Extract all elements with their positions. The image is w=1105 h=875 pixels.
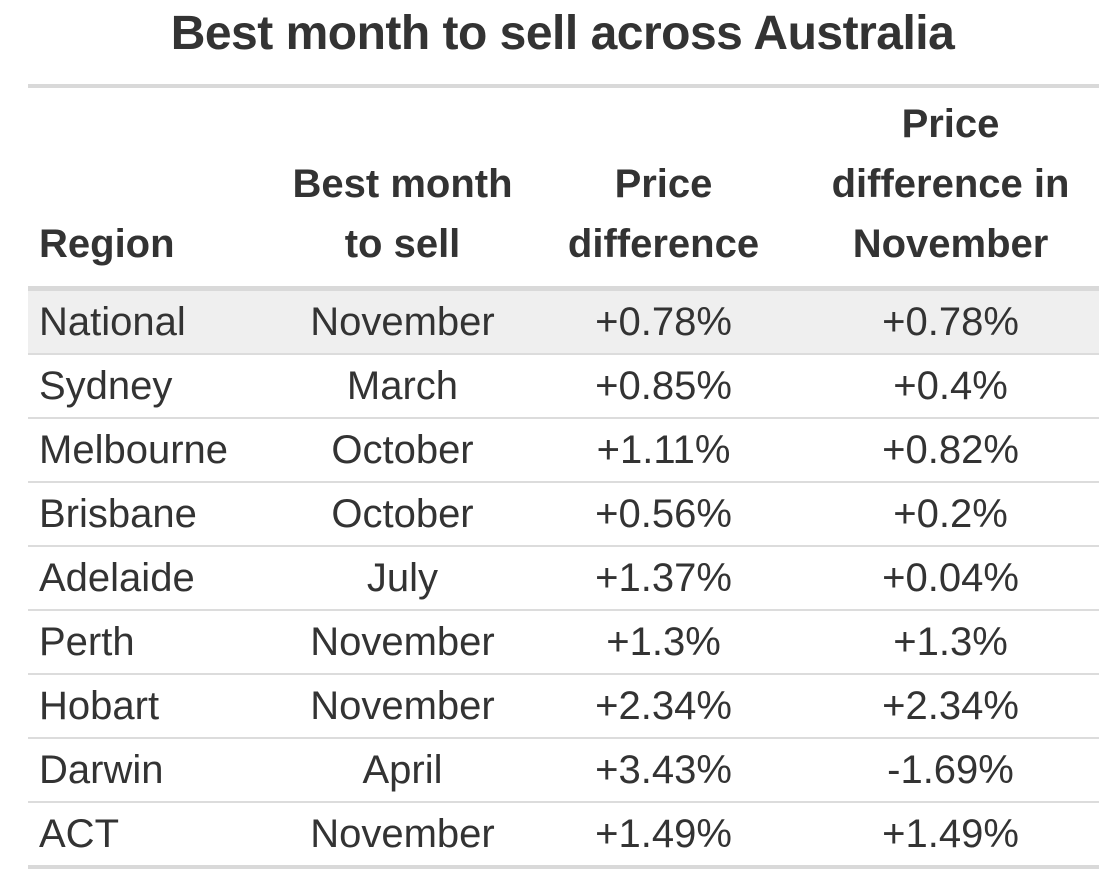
cell-best-month: November [280,288,525,355]
cell-price-difference-november: +1.3% [802,610,1099,675]
cell-price-difference-november: +0.2% [802,482,1099,547]
cell-region: Darwin [28,738,280,803]
table-row: Melbourne October +1.11% +0.82% [28,418,1099,483]
cell-price-difference: +1.11% [525,418,802,483]
table-row: Adelaide July +1.37% +0.04% [28,546,1099,611]
header-price-difference-november: Price difference in November [802,86,1099,291]
cell-region: Perth [28,610,280,675]
table-row: ACT November +1.49% +1.49% [28,802,1099,869]
table-body: National November +0.78% +0.78% Sydney March +… [28,288,1099,869]
table-row: National November +0.78% +0.78% [28,288,1099,355]
cell-best-month: October [280,418,525,483]
table-row: Sydney March +0.85% +0.4% [28,354,1099,419]
data-table-container: Region Best month to sell Price differen… [28,84,1099,869]
cell-region: Hobart [28,674,280,739]
cell-price-difference: +0.85% [525,354,802,419]
chart-title: Best month to sell across Australia [170,7,955,60]
cell-best-month: July [280,546,525,611]
cell-price-difference-november: -1.69% [802,738,1099,803]
cell-price-difference-november: +1.49% [802,802,1099,869]
table-row: Brisbane October +0.56% +0.2% [28,482,1099,547]
cell-region: Sydney [28,354,280,419]
cell-region: Brisbane [28,482,280,547]
table-row: Hobart November +2.34% +2.34% [28,674,1099,739]
cell-price-difference: +0.78% [525,288,802,355]
header-region: Region [28,86,280,291]
cell-price-difference-november: +0.82% [802,418,1099,483]
cell-price-difference: +1.49% [525,802,802,869]
cell-best-month: November [280,674,525,739]
cell-price-difference: +1.3% [525,610,802,675]
cell-best-month: October [280,482,525,547]
cell-price-difference-november: +0.4% [802,354,1099,419]
cell-region: Melbourne [28,418,280,483]
cell-price-difference-november: +0.78% [802,288,1099,355]
table-header: Region Best month to sell Price differen… [28,86,1099,291]
cell-price-difference-november: +0.04% [802,546,1099,611]
cell-best-month: April [280,738,525,803]
table-row: Darwin April +3.43% -1.69% [28,738,1099,803]
cell-region: ACT [28,802,280,869]
cell-price-difference: +1.37% [525,546,802,611]
cell-best-month: March [280,354,525,419]
cell-price-difference: +3.43% [525,738,802,803]
data-table: Region Best month to sell Price differen… [28,84,1099,869]
cell-price-difference: +0.56% [525,482,802,547]
header-price-difference: Price difference [525,86,802,291]
header-best-month: Best month to sell [280,86,525,291]
cell-best-month: November [280,802,525,869]
cell-region: Adelaide [28,546,280,611]
cell-price-difference: +2.34% [525,674,802,739]
cell-region: National [28,288,280,355]
cell-best-month: November [280,610,525,675]
header-row: Region Best month to sell Price differen… [28,86,1099,291]
cell-price-difference-november: +2.34% [802,674,1099,739]
table-row: Perth November +1.3% +1.3% [28,610,1099,675]
